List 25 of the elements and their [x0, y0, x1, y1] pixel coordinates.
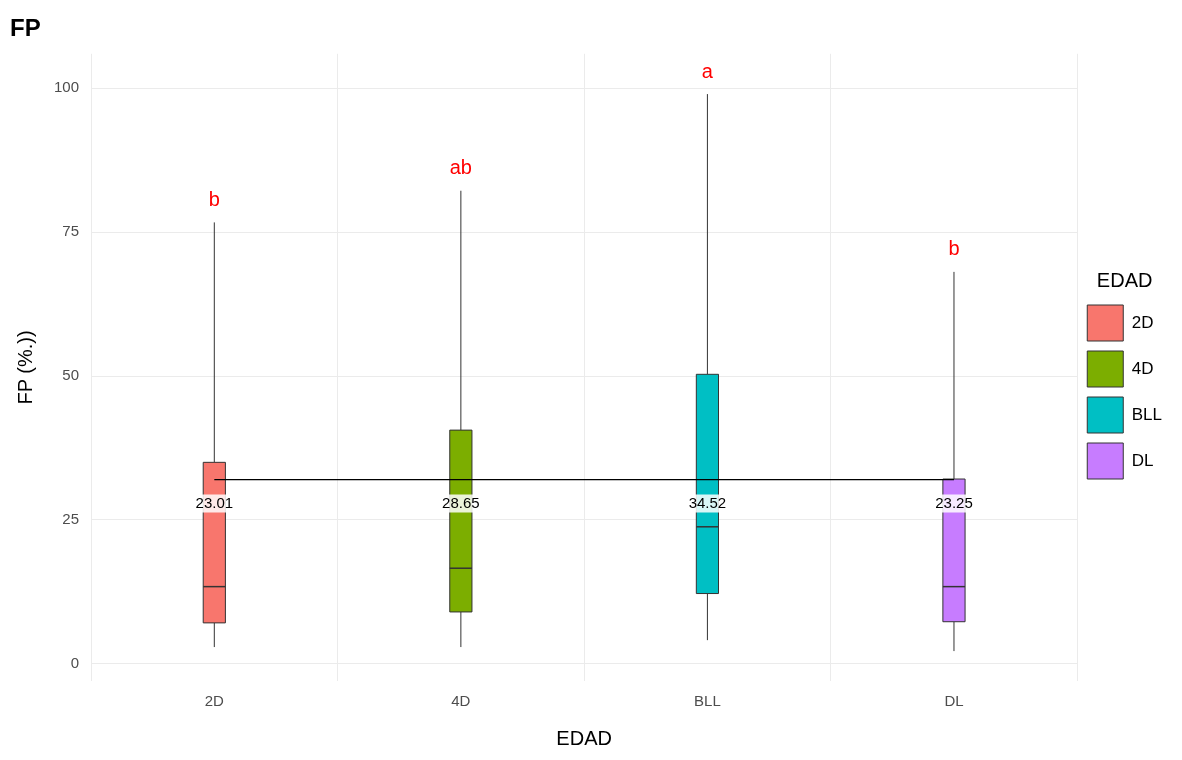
y-tick-label: 75: [62, 222, 80, 240]
x-axis-title: EDAD: [556, 726, 612, 749]
legend-label: 4D: [1131, 358, 1154, 378]
annotation: ab: [449, 156, 472, 179]
y-tick-label: 0: [70, 653, 80, 671]
x-tick-label: 4D: [451, 692, 471, 710]
legend-title: EDAD: [1096, 268, 1153, 291]
y-tick-label: 25: [62, 510, 80, 528]
chart-title: FP: [10, 14, 41, 42]
annotation: 23.25: [935, 493, 973, 511]
legend-label: BLL: [1131, 404, 1162, 424]
annotation: a: [701, 59, 714, 82]
y-axis-title: FP (%.)): [13, 330, 36, 405]
annotation: b: [948, 237, 960, 260]
annotation: 34.52: [688, 493, 727, 511]
y-tick-label: 100: [54, 78, 80, 96]
x-tick-label: 2D: [204, 692, 225, 710]
annotation: b: [208, 187, 220, 210]
annotation: 28.65: [442, 493, 480, 511]
legend-label: 2D: [1131, 312, 1154, 332]
annotation: 23.01: [195, 493, 234, 511]
legend-label: DL: [1131, 450, 1154, 470]
x-tick-label: BLL: [694, 692, 721, 710]
x-tick-label: DL: [944, 692, 964, 710]
y-tick-label: 50: [62, 366, 80, 384]
